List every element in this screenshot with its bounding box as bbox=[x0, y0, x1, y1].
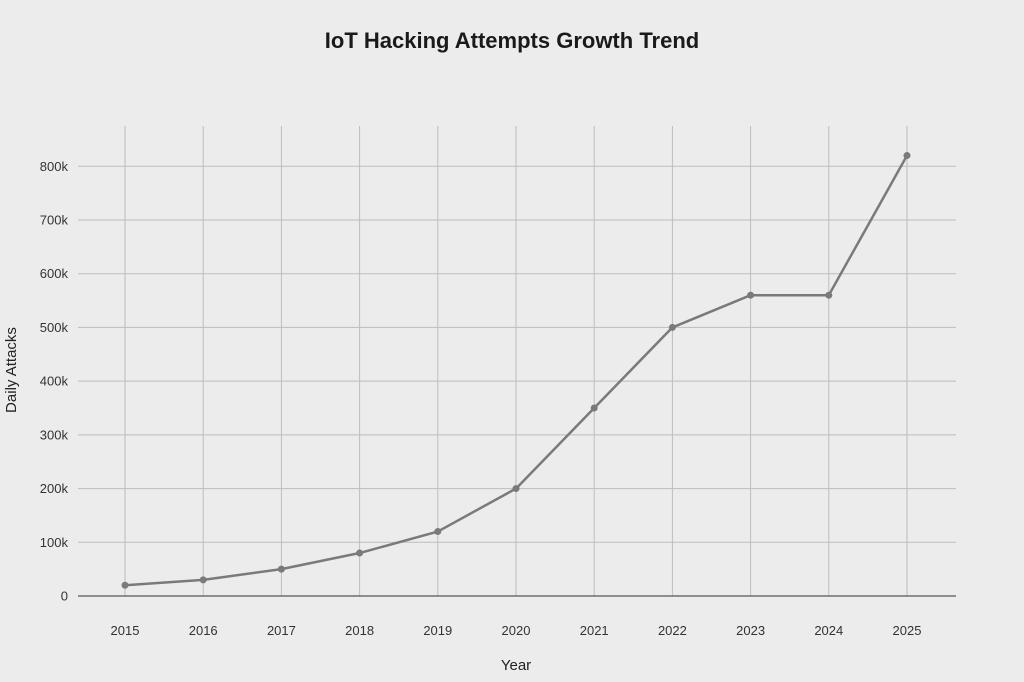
data-point bbox=[668, 323, 676, 331]
y-tick-label: 600k bbox=[40, 266, 69, 281]
x-tick-label: 2015 bbox=[111, 623, 140, 638]
data-point bbox=[825, 291, 833, 299]
y-tick-label: 800k bbox=[40, 159, 69, 174]
x-tick-label: 2023 bbox=[736, 623, 765, 638]
x-axis-title: Year bbox=[501, 657, 531, 674]
x-tick-label: 2022 bbox=[658, 623, 687, 638]
y-tick-label: 200k bbox=[40, 481, 69, 496]
grid-layer bbox=[78, 126, 956, 596]
x-tick-label: 2016 bbox=[189, 623, 218, 638]
y-tick-label: 0 bbox=[61, 589, 68, 604]
data-point bbox=[199, 576, 207, 584]
data-point bbox=[903, 152, 911, 160]
data-point bbox=[590, 404, 598, 412]
data-point bbox=[512, 485, 520, 493]
chart-title: IoT Hacking Attempts Growth Trend bbox=[324, 28, 700, 53]
y-tick-label: 100k bbox=[40, 535, 69, 550]
x-tick-label: 2017 bbox=[267, 623, 296, 638]
x-tick-label: 2018 bbox=[345, 623, 374, 638]
x-tick-label: 2024 bbox=[814, 623, 843, 638]
data-point bbox=[121, 581, 129, 589]
data-point bbox=[277, 565, 285, 573]
y-tick-label: 400k bbox=[40, 374, 69, 389]
x-tick-label: 2020 bbox=[502, 623, 531, 638]
y-tick-label: 500k bbox=[40, 320, 69, 335]
axis-layer: 2015 2016 2017 2018 2019 2020 2021 2022 2023 2024… bbox=[40, 159, 956, 638]
y-tick-label: 300k bbox=[40, 427, 69, 442]
x-tick-label: 2019 bbox=[423, 623, 452, 638]
data-point bbox=[356, 549, 364, 557]
series-layer bbox=[121, 152, 911, 589]
data-point bbox=[434, 528, 442, 536]
y-axis-title: Daily Attacks bbox=[3, 327, 20, 413]
y-tick-label: 700k bbox=[40, 213, 69, 228]
data-point bbox=[747, 291, 755, 299]
x-tick-label: 2025 bbox=[893, 623, 922, 638]
x-tick-label: 2021 bbox=[580, 623, 609, 638]
